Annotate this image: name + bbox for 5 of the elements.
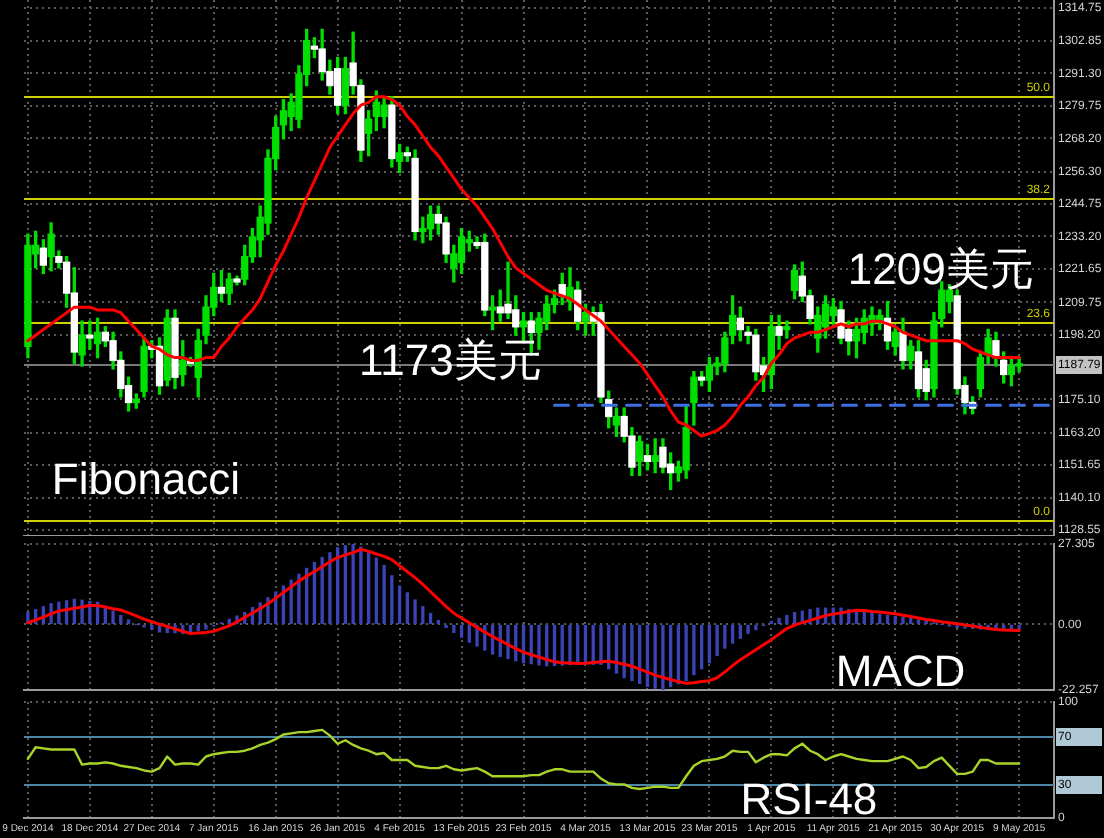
annotation: 1209美元: [847, 244, 1034, 295]
annotation: 1173美元: [359, 335, 542, 386]
text: RSI-48: [740, 774, 878, 824]
annotation: Fibonacci: [51, 454, 241, 505]
text: MACD: [835, 646, 966, 696]
